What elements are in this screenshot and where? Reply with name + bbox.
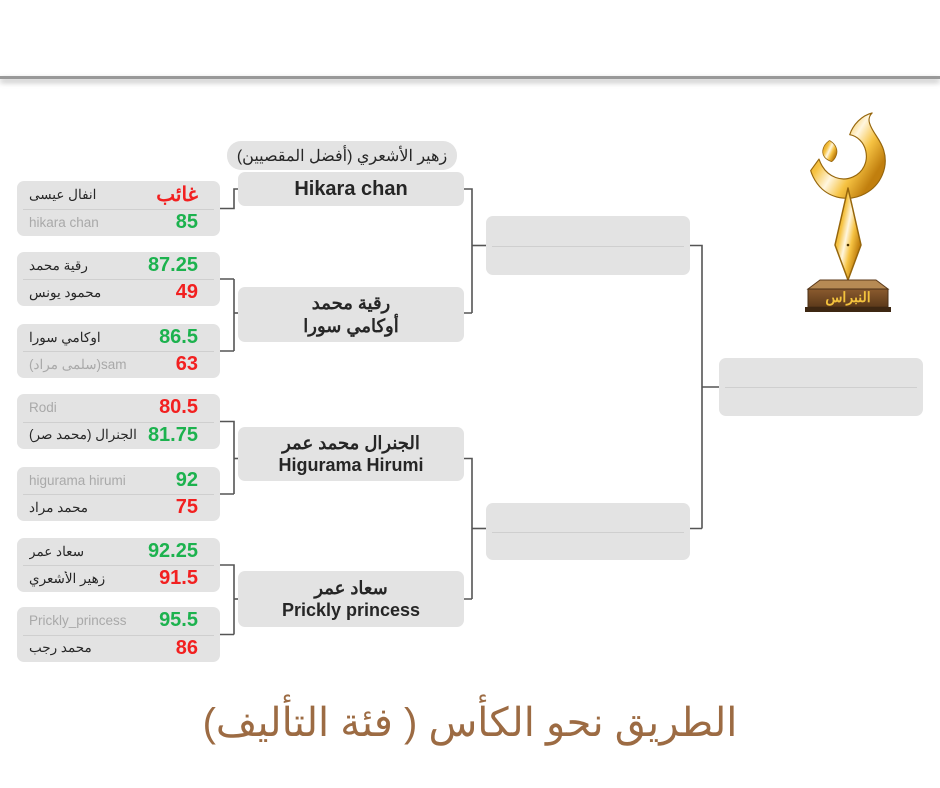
svg-text:النبراس: النبراس [825, 289, 870, 306]
